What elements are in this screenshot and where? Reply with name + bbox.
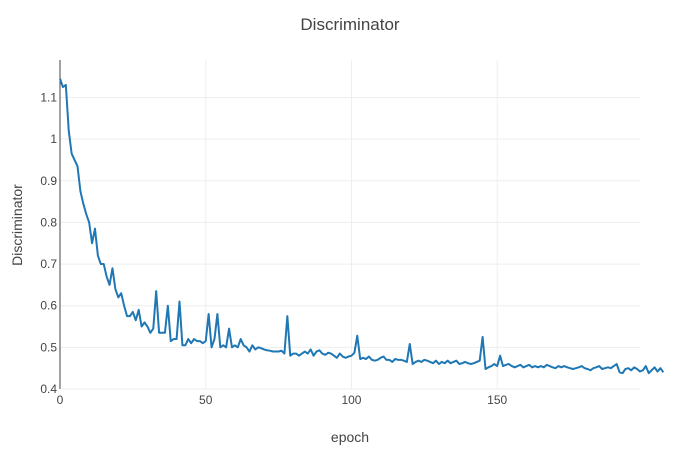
y-tick-label: 0.6 bbox=[40, 299, 57, 313]
x-tick-label: 100 bbox=[341, 393, 361, 407]
y-tick-label: 1.1 bbox=[40, 90, 57, 104]
chart-title: Discriminator bbox=[300, 15, 400, 34]
x-tick-label: 0 bbox=[57, 393, 64, 407]
x-tick-label: 150 bbox=[487, 393, 507, 407]
discriminator-series-line bbox=[59, 78, 665, 375]
y-tick-label: 0.7 bbox=[40, 257, 57, 271]
x-tick-label: 50 bbox=[199, 393, 213, 407]
y-tick-label: 0.9 bbox=[40, 174, 57, 188]
x-gridlines bbox=[205, 60, 498, 389]
x-axis-label: epoch bbox=[331, 429, 369, 445]
y-tick-labels: 0.4 0.5 0.6 0.7 0.8 0.9 1 1.1 bbox=[40, 90, 57, 396]
y-gridlines bbox=[60, 96, 640, 390]
y-tick-label: 0.4 bbox=[40, 382, 57, 396]
y-axis-label: Discriminator bbox=[9, 184, 25, 266]
y-tick-label: 1 bbox=[50, 132, 57, 146]
x-tick-labels: 0 50 100 150 bbox=[57, 393, 508, 407]
y-tick-label: 0.8 bbox=[40, 215, 57, 229]
y-tick-label: 0.5 bbox=[40, 340, 57, 354]
